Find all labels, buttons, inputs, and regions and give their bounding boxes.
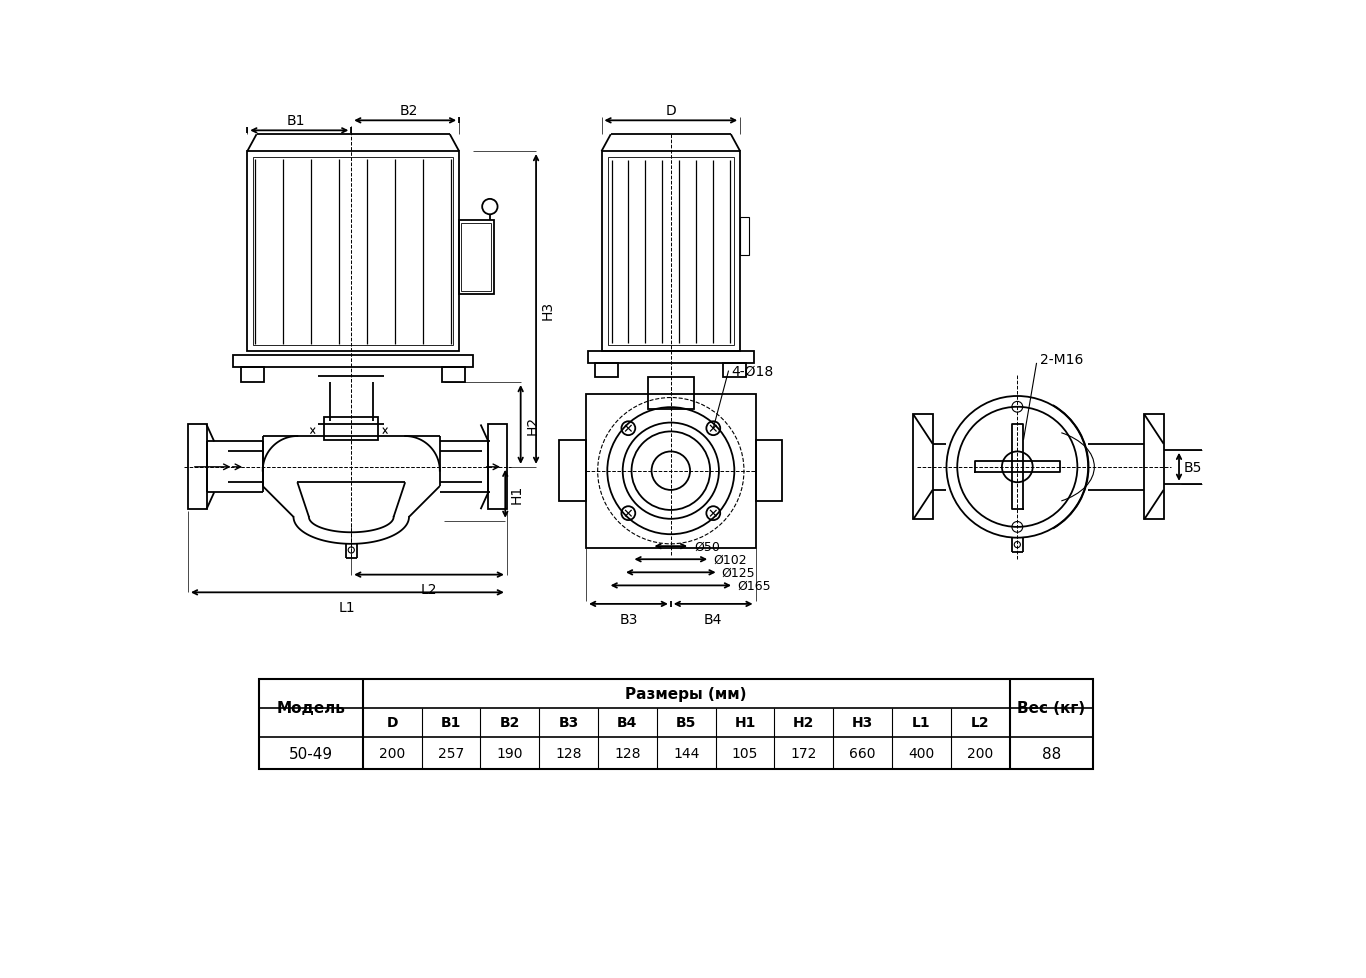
Text: L1: L1 (912, 716, 930, 730)
Text: B4: B4 (703, 612, 723, 626)
Text: 88: 88 (1041, 746, 1061, 761)
Text: L2: L2 (971, 716, 989, 730)
Bar (914, 415, 933, 519)
Bar (608, 158, 734, 346)
Text: B5: B5 (676, 716, 697, 730)
Text: B1: B1 (287, 114, 305, 128)
Text: B3: B3 (619, 612, 638, 626)
Text: H2: H2 (794, 716, 814, 730)
Text: H3: H3 (852, 716, 873, 730)
Text: D: D (665, 104, 676, 118)
Bar (587, 352, 754, 364)
Text: 105: 105 (732, 746, 758, 761)
Text: L2: L2 (421, 583, 437, 597)
Bar (1145, 415, 1164, 519)
Bar (242, 368, 264, 382)
Text: B4: B4 (617, 716, 638, 730)
Bar (647, 378, 694, 410)
Text: Ø50: Ø50 (694, 540, 720, 554)
Text: B5: B5 (1183, 461, 1202, 474)
Text: Ø125: Ø125 (721, 566, 755, 579)
Text: 172: 172 (791, 746, 817, 761)
Text: B3: B3 (559, 716, 579, 730)
Bar (260, 679, 1093, 770)
Bar (596, 364, 619, 378)
Text: 200: 200 (967, 746, 993, 761)
Text: H1: H1 (510, 485, 525, 504)
Text: D: D (387, 716, 398, 730)
Bar (488, 425, 507, 510)
Bar (254, 158, 454, 346)
Text: Модель: Модель (276, 700, 346, 716)
Text: Ø165: Ø165 (738, 579, 770, 593)
Text: 50-49: 50-49 (288, 746, 333, 761)
Text: Ø102: Ø102 (713, 554, 747, 566)
Text: 200: 200 (380, 746, 406, 761)
Bar (462, 224, 492, 292)
Text: 4-Ø18: 4-Ø18 (731, 364, 773, 378)
Text: 660: 660 (850, 746, 876, 761)
Text: L1: L1 (339, 600, 355, 614)
Text: H1: H1 (735, 716, 755, 730)
Text: H2: H2 (526, 416, 540, 434)
Bar (459, 221, 493, 294)
Bar (324, 418, 378, 440)
Bar (723, 364, 746, 378)
Bar (755, 440, 783, 502)
Bar (586, 394, 755, 548)
Bar (247, 152, 459, 352)
Bar (601, 152, 740, 352)
Text: H3: H3 (541, 300, 555, 319)
Text: 144: 144 (673, 746, 699, 761)
Text: B2: B2 (400, 104, 418, 118)
Text: 128: 128 (556, 746, 582, 761)
Bar (559, 440, 586, 502)
Text: 128: 128 (615, 746, 641, 761)
Text: Размеры (мм): Размеры (мм) (626, 686, 747, 701)
Bar (189, 425, 206, 510)
Text: 257: 257 (438, 746, 464, 761)
Text: 2-M16: 2-M16 (1041, 353, 1083, 367)
Text: B2: B2 (500, 716, 520, 730)
Bar (740, 217, 750, 256)
Bar (443, 368, 466, 382)
Bar (234, 356, 473, 368)
Text: B1: B1 (441, 716, 462, 730)
Text: 190: 190 (497, 746, 523, 761)
Text: 400: 400 (908, 746, 934, 761)
Text: Вес (кг): Вес (кг) (1018, 700, 1085, 716)
